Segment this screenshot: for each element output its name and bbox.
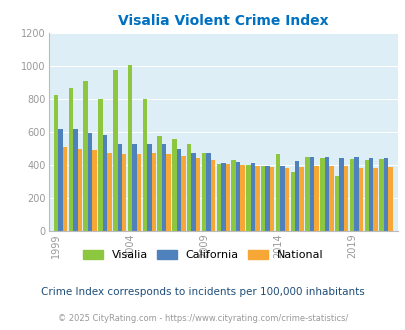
Bar [368,158,373,231]
Bar [196,158,200,231]
Bar [225,164,229,231]
Bar [349,159,353,231]
Bar [305,157,309,231]
Bar [83,81,88,231]
Bar [378,159,383,231]
Bar [147,144,151,231]
Bar [77,149,82,231]
Bar [320,158,324,231]
Bar [73,129,77,231]
Legend: Visalia, California, National: Visalia, California, National [79,247,326,264]
Bar [354,157,358,231]
Bar [279,166,284,231]
Bar [250,163,254,231]
Bar [172,139,176,231]
Bar [343,166,347,231]
Bar [387,168,392,231]
Bar [309,157,313,231]
Bar [88,133,92,231]
Bar [221,163,225,231]
Bar [166,154,171,231]
Bar [201,153,206,231]
Bar [240,165,244,231]
Bar [210,160,215,231]
Bar [132,144,136,231]
Bar [328,166,333,231]
Bar [181,156,185,231]
Bar [284,168,288,231]
Bar [294,161,299,231]
Bar [383,158,387,231]
Bar [136,154,141,231]
Bar [324,157,328,231]
Bar [142,99,147,231]
Text: © 2025 CityRating.com - https://www.cityrating.com/crime-statistics/: © 2025 CityRating.com - https://www.city… [58,314,347,323]
Bar [58,129,63,231]
Bar [187,144,191,231]
Bar [260,166,265,231]
Bar [254,166,259,231]
Bar [102,135,107,231]
Bar [313,166,318,231]
Bar [151,153,156,231]
Bar [117,145,121,231]
Bar [113,70,117,231]
Bar [373,168,377,231]
Bar [265,166,269,231]
Bar [235,162,240,231]
Bar [191,153,196,231]
Bar [290,172,294,231]
Bar [231,160,235,231]
Title: Visalia Violent Crime Index: Visalia Violent Crime Index [118,14,328,28]
Bar [98,99,102,231]
Bar [358,168,362,231]
Bar [162,145,166,231]
Bar [269,168,274,231]
Bar [122,154,126,231]
Bar [128,65,132,231]
Bar [68,88,73,231]
Bar [176,148,181,231]
Bar [245,165,250,231]
Bar [339,158,343,231]
Bar [334,176,339,231]
Bar [364,160,368,231]
Bar [92,150,96,231]
Text: Crime Index corresponds to incidents per 100,000 inhabitants: Crime Index corresponds to incidents per… [41,287,364,297]
Bar [107,153,111,231]
Bar [206,153,210,231]
Bar [299,168,303,231]
Bar [275,154,279,231]
Bar [216,164,221,231]
Bar [157,136,162,231]
Bar [63,147,67,231]
Bar [54,95,58,231]
